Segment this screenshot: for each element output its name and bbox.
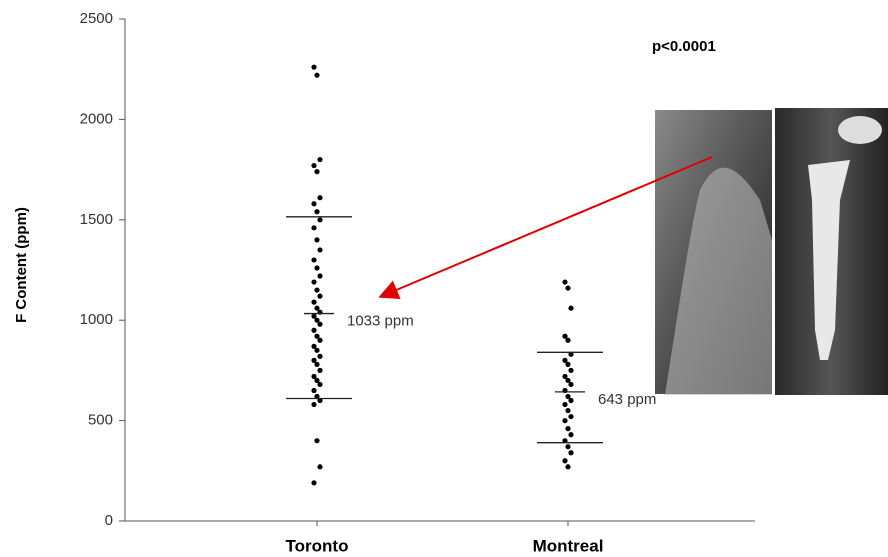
y-tick-label: 1000: [80, 311, 113, 328]
x-tick-label: Montreal: [533, 536, 604, 555]
data-point: [568, 450, 573, 455]
data-point: [314, 237, 319, 242]
data-point: [565, 338, 570, 343]
data-point: [565, 362, 570, 367]
data-point: [317, 294, 322, 299]
data-point: [568, 382, 573, 387]
data-point: [314, 169, 319, 174]
data-point: [311, 300, 316, 305]
xray-image: [655, 108, 888, 395]
data-point: [317, 157, 322, 162]
y-tick-label: 500: [88, 412, 113, 429]
data-point: [311, 257, 316, 262]
data-point: [314, 438, 319, 443]
data-point: [311, 480, 316, 485]
data-point: [311, 279, 316, 284]
data-point: [317, 195, 322, 200]
data-point: [568, 368, 573, 373]
data-point: [562, 418, 567, 423]
data-point: [311, 65, 316, 70]
y-axis-label: F Content (ppm): [13, 207, 30, 323]
annotation: p<0.0001: [652, 38, 716, 55]
data-point: [568, 306, 573, 311]
value-label: 1033 ppm: [347, 313, 414, 330]
data-point: [317, 382, 322, 387]
data-point: [562, 279, 567, 284]
data-point: [311, 201, 316, 206]
y-tick-label: 1500: [80, 211, 113, 228]
data-point: [565, 285, 570, 290]
data-point: [314, 209, 319, 214]
data-point: [568, 398, 573, 403]
data-point: [317, 354, 322, 359]
data-point: [311, 402, 316, 407]
x-tick-label: Toronto: [286, 536, 349, 555]
data-point: [311, 163, 316, 168]
data-point: [311, 328, 316, 333]
data-point: [568, 414, 573, 419]
data-point: [562, 402, 567, 407]
value-label: 643 ppm: [598, 391, 656, 408]
data-point: [565, 408, 570, 413]
data-point: [314, 265, 319, 270]
data-point: [565, 464, 570, 469]
data-point: [317, 464, 322, 469]
data-point: [314, 287, 319, 292]
data-point: [311, 388, 316, 393]
data-point: [314, 73, 319, 78]
data-point: [565, 444, 570, 449]
data-point: [317, 322, 322, 327]
data-point: [317, 368, 322, 373]
data-point: [311, 225, 316, 230]
data-point: [314, 348, 319, 353]
y-tick-label: 2500: [80, 10, 113, 27]
data-point: [317, 217, 322, 222]
y-tick-label: 0: [105, 512, 113, 529]
data-point: [314, 362, 319, 367]
data-point: [317, 273, 322, 278]
data-point: [562, 458, 567, 463]
data-point: [565, 426, 570, 431]
data-point: [568, 432, 573, 437]
chart: F Content (ppm) p<0.0001 0 500 1000 1500 200…: [0, 0, 888, 557]
data-point: [317, 247, 322, 252]
y-tick-label: 2000: [80, 110, 113, 127]
data-point: [317, 338, 322, 343]
